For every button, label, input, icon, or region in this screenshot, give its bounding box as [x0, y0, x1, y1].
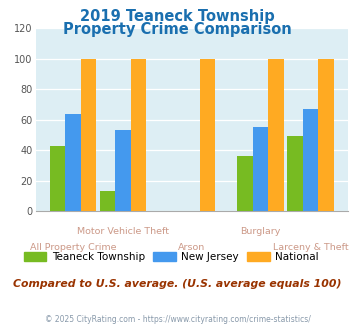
Bar [50, 146, 65, 211]
Bar [237, 156, 253, 211]
Bar [131, 59, 146, 211]
Bar [99, 191, 115, 211]
Text: Property Crime Comparison: Property Crime Comparison [63, 22, 292, 37]
Text: Arson: Arson [178, 243, 205, 251]
Text: All Property Crime: All Property Crime [30, 243, 116, 251]
Legend: Teaneck Township, New Jersey, National: Teaneck Township, New Jersey, National [20, 248, 323, 266]
Text: Motor Vehicle Theft: Motor Vehicle Theft [77, 227, 169, 236]
Bar [65, 114, 81, 211]
Text: Larceny & Theft: Larceny & Theft [273, 243, 348, 251]
Bar [200, 59, 215, 211]
Bar [318, 59, 334, 211]
Bar [81, 59, 97, 211]
Text: 2019 Teaneck Township: 2019 Teaneck Township [80, 9, 275, 24]
Text: Burglary: Burglary [240, 227, 280, 236]
Bar [302, 109, 318, 211]
Bar [268, 59, 284, 211]
Bar [287, 136, 302, 211]
Bar [115, 130, 131, 211]
Text: Compared to U.S. average. (U.S. average equals 100): Compared to U.S. average. (U.S. average … [13, 279, 342, 289]
Bar [253, 127, 268, 211]
Text: © 2025 CityRating.com - https://www.cityrating.com/crime-statistics/: © 2025 CityRating.com - https://www.city… [45, 315, 310, 324]
